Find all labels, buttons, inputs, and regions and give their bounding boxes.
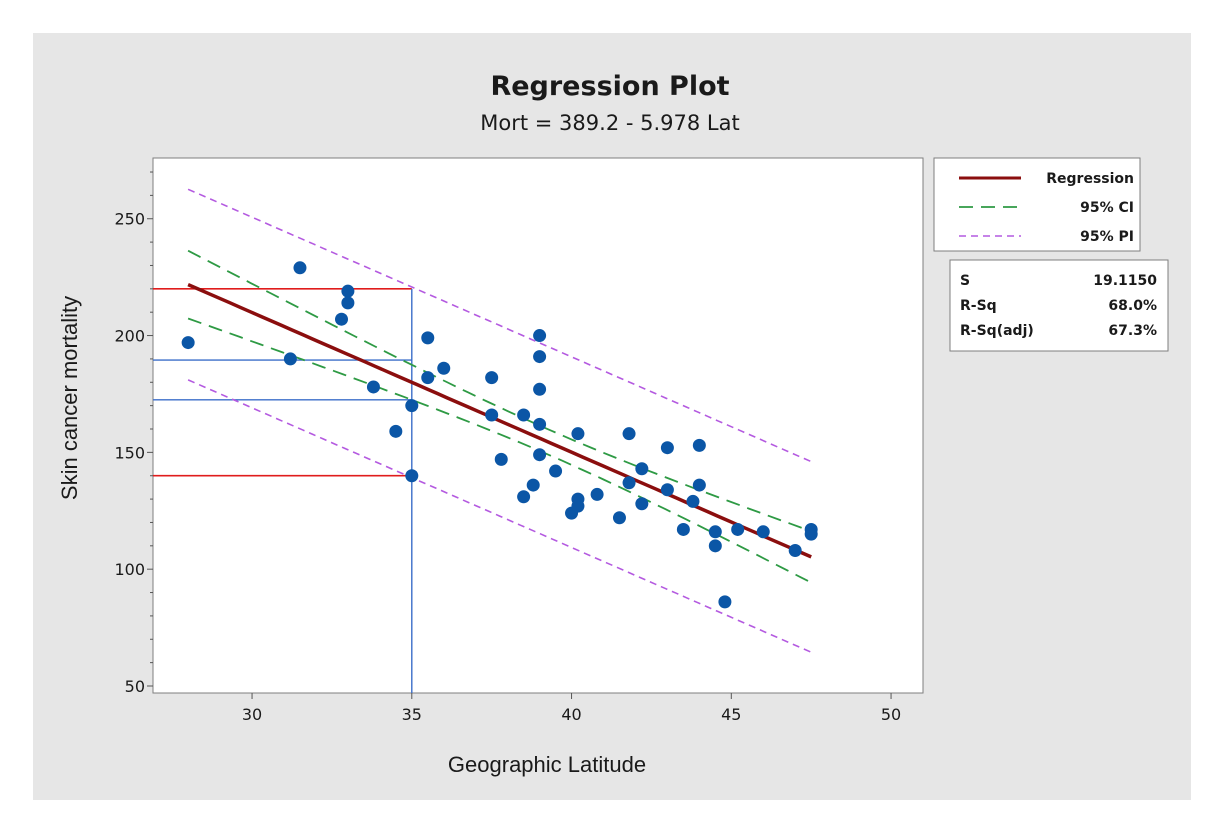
data-point-4 xyxy=(335,312,349,326)
stat-value-rsq-adj: 67.3% xyxy=(1108,323,1157,339)
data-point-17 xyxy=(517,408,531,422)
data-point-8 xyxy=(389,424,403,438)
data-point-30 xyxy=(590,487,604,501)
data-point-39 xyxy=(686,494,700,508)
x-tick-label-45: 45 xyxy=(721,705,741,724)
data-point-1 xyxy=(181,336,195,350)
stat-value-s: 19.1150 xyxy=(1093,273,1157,289)
legend-box xyxy=(933,157,1141,252)
data-point-38 xyxy=(676,522,690,536)
data-point-31 xyxy=(612,511,626,525)
data-point-34 xyxy=(635,462,649,476)
regression-plot: Regression Plot Mort = 389.2 - 5.978 Lat… xyxy=(57,71,1169,777)
data-point-25 xyxy=(549,464,563,478)
y-tick-label-200: 200 xyxy=(114,327,145,346)
data-point-35 xyxy=(635,497,649,511)
data-point-7 xyxy=(366,380,380,394)
data-point-21 xyxy=(533,350,547,364)
x-tick-label-40: 40 xyxy=(561,705,581,724)
data-point-15 xyxy=(485,408,499,422)
pi-upper-line xyxy=(187,188,812,463)
data-point-44 xyxy=(718,595,732,609)
data-point-43 xyxy=(708,539,722,553)
data-point-14 xyxy=(485,371,499,385)
data-point-18 xyxy=(517,490,531,504)
data-point-10 xyxy=(405,469,419,483)
data-point-13 xyxy=(437,361,451,375)
ci-upper-line xyxy=(187,249,812,533)
data-point-49 xyxy=(804,527,818,541)
stats-box: S 19.1150 R-Sq 68.0% R-Sq(adj) 67.3% xyxy=(949,259,1169,352)
stats-box-frame xyxy=(949,259,1169,352)
data-point-9 xyxy=(405,399,419,413)
data-point-36 xyxy=(660,441,674,455)
data-point-29 xyxy=(571,499,585,513)
y-tick-label-250: 250 xyxy=(114,210,145,229)
pi-lower-line xyxy=(187,379,812,653)
data-point-46 xyxy=(756,525,770,539)
data-point-23 xyxy=(533,417,547,431)
data-point-22 xyxy=(533,382,547,396)
data-point-20 xyxy=(533,329,547,343)
data-point-47 xyxy=(788,543,802,557)
regression-line xyxy=(187,282,812,559)
data-point-32 xyxy=(622,427,636,441)
y-axis: 50 100 150 200 250 xyxy=(114,171,153,696)
data-point-19 xyxy=(526,478,540,492)
x-axis-label: Geographic Latitude xyxy=(448,752,646,777)
regression-line-group xyxy=(187,282,812,559)
data-point-5 xyxy=(341,284,355,298)
legend-label-pi: 95% PI xyxy=(1080,229,1134,245)
data-point-6 xyxy=(341,296,355,310)
y-tick-label-50: 50 xyxy=(125,677,145,696)
data-point-11 xyxy=(421,331,435,345)
data-point-12 xyxy=(421,371,435,385)
chart-subtitle: Mort = 389.2 - 5.978 Lat xyxy=(480,111,739,135)
stat-value-rsq: 68.0% xyxy=(1108,298,1157,314)
data-point-2 xyxy=(283,352,297,366)
data-point-33 xyxy=(622,476,636,490)
data-point-27 xyxy=(571,427,585,441)
legend-label-regression: Regression xyxy=(1046,171,1134,187)
data-point-42 xyxy=(708,525,722,539)
chart-title: Regression Plot xyxy=(490,71,729,102)
legend: Regression 95% CI 95% PI xyxy=(933,157,1141,252)
chart-panel: Regression Plot Mort = 389.2 - 5.978 Lat… xyxy=(33,33,1191,800)
data-point-3 xyxy=(293,261,307,275)
data-points xyxy=(181,261,818,609)
stat-label-rsq-adj: R-Sq(adj) xyxy=(960,323,1034,339)
legend-label-ci: 95% CI xyxy=(1080,200,1134,216)
data-point-37 xyxy=(660,483,674,497)
data-point-24 xyxy=(533,448,547,462)
stat-label-s: S xyxy=(960,273,970,289)
data-point-16 xyxy=(494,452,508,466)
y-axis-label: Skin cancer mortality xyxy=(57,296,82,500)
y-tick-label-100: 100 xyxy=(114,560,145,579)
y-tick-label-150: 150 xyxy=(114,443,145,462)
data-point-41 xyxy=(692,478,706,492)
data-point-40 xyxy=(692,438,706,452)
x-tick-label-50: 50 xyxy=(881,705,901,724)
data-point-45 xyxy=(731,522,745,536)
stat-label-rsq: R-Sq xyxy=(960,298,997,314)
x-axis: 30 35 40 45 50 xyxy=(242,693,901,724)
x-tick-label-35: 35 xyxy=(402,705,422,724)
x-tick-label-30: 30 xyxy=(242,705,262,724)
